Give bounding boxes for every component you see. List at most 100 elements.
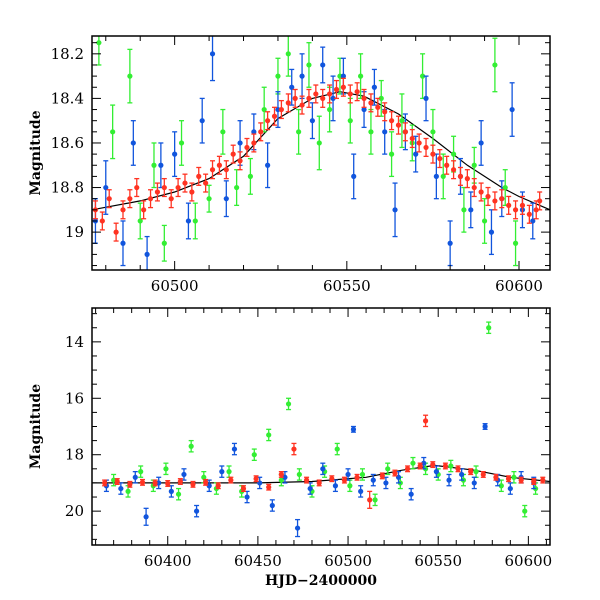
blue-data-point (118, 485, 124, 492)
red-data-point (430, 461, 436, 468)
green-data-point (251, 452, 257, 458)
red-data-point (102, 480, 108, 486)
green-data-point (471, 162, 477, 168)
blue-data-point (423, 95, 429, 101)
red-data-point (253, 476, 259, 482)
red-data-point (422, 418, 429, 424)
red-data-point (161, 184, 167, 191)
blue-data-point (144, 251, 150, 257)
x-tick-label: 60450 (234, 552, 282, 570)
red-data-point (113, 229, 119, 235)
x-tick-label: 60550 (414, 552, 462, 570)
red-data-point (215, 483, 221, 489)
red-data-point (468, 469, 474, 475)
blue-data-point (382, 129, 388, 135)
red-data-point (299, 102, 305, 108)
blue-data-point (120, 240, 126, 246)
red-data-point (230, 151, 236, 157)
blue-data-point (332, 483, 339, 489)
y-tick-label: 18.2 (51, 45, 84, 63)
blue-data-point (185, 218, 192, 224)
blue-data-point (307, 485, 313, 492)
blue-data-point (392, 207, 398, 213)
blue-data-point (143, 514, 149, 520)
green-data-point (163, 466, 169, 472)
green-data-point (110, 129, 116, 135)
green-data-point (234, 184, 240, 191)
red-data-point (278, 106, 284, 113)
red-data-point (291, 446, 297, 452)
red-data-point (216, 162, 223, 168)
blue-data-point (209, 51, 216, 57)
red-data-point (437, 155, 443, 162)
green-data-point (502, 184, 508, 191)
blue-data-point (371, 84, 377, 90)
green-data-point (192, 218, 198, 224)
y-tick-label: 16 (65, 389, 84, 407)
blue-data-point (345, 471, 351, 478)
blue-data-point (309, 118, 315, 124)
blue-data-point (103, 184, 109, 191)
green-data-point (188, 443, 194, 449)
green-data-point (175, 491, 182, 497)
green-data-point (306, 62, 312, 68)
red-data-point (177, 478, 183, 485)
green-data-point (161, 240, 167, 246)
blue-data-point (447, 240, 453, 246)
blue-data-point (156, 480, 162, 486)
blue-data-point (320, 62, 326, 68)
blue-data-point (433, 173, 439, 179)
red-data-point (518, 477, 524, 483)
blue-data-point (433, 469, 440, 475)
red-data-point (251, 140, 257, 146)
red-data-point (306, 95, 312, 101)
red-data-point (368, 100, 374, 106)
green-data-point (347, 118, 353, 124)
blue-data-point (320, 466, 326, 472)
red-data-point (341, 477, 348, 483)
green-data-point (285, 401, 292, 407)
green-data-point (512, 240, 519, 246)
red-data-point (189, 189, 195, 195)
green-data-point (430, 129, 436, 135)
blue-data-point (413, 151, 419, 157)
blue-data-point (294, 525, 301, 531)
red-data-point (327, 91, 333, 97)
red-data-point (240, 485, 247, 492)
red-data-point (285, 100, 291, 106)
red-data-point (203, 180, 209, 186)
red-data-point (519, 202, 526, 208)
red-data-point (154, 189, 161, 195)
blue-data-point (459, 471, 465, 478)
red-data-point (471, 184, 477, 191)
blue-data-point (130, 140, 136, 146)
red-data-point (265, 118, 271, 124)
green-data-point (368, 129, 374, 135)
green-data-point (261, 106, 267, 113)
green-data-point (296, 471, 302, 478)
red-data-point (223, 167, 229, 173)
red-data-point (464, 176, 470, 182)
x-tick-label: 60600 (495, 277, 543, 295)
red-data-point (165, 480, 171, 487)
green-data-point (226, 469, 232, 475)
red-data-point (430, 151, 436, 157)
green-data-point (358, 73, 364, 79)
blue-data-point (358, 488, 364, 494)
blue-data-point (446, 477, 452, 483)
top-panel-frame (91, 35, 551, 271)
bottom-panel-frame (91, 307, 551, 546)
red-data-point (202, 479, 209, 485)
green-data-point (296, 129, 302, 135)
red-data-point (99, 218, 105, 224)
blue-data-point (282, 474, 288, 480)
x-tick-label: 60500 (324, 552, 372, 570)
red-data-point (347, 91, 353, 97)
green-data-point (448, 463, 454, 469)
blue-data-point (223, 196, 229, 202)
green-data-point (388, 151, 395, 157)
green-data-point (96, 40, 102, 46)
red-data-point (292, 95, 298, 101)
green-data-point (486, 325, 492, 331)
